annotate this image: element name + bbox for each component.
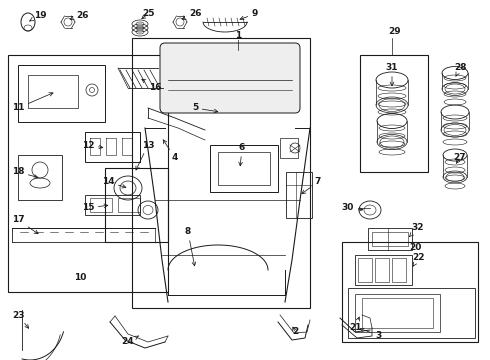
- Text: 13: 13: [136, 140, 154, 170]
- Text: 5: 5: [192, 104, 218, 113]
- Bar: [358, 258, 372, 282]
- FancyBboxPatch shape: [160, 43, 300, 113]
- Bar: [392, 258, 406, 282]
- Bar: [372, 232, 408, 246]
- Text: 3: 3: [360, 328, 381, 339]
- Text: 21: 21: [349, 317, 361, 333]
- Text: 26: 26: [182, 9, 201, 19]
- Bar: [348, 288, 475, 338]
- Text: 1: 1: [235, 31, 241, 40]
- Bar: [360, 55, 428, 172]
- Text: 18: 18: [12, 167, 38, 178]
- Bar: [18, 155, 62, 200]
- Text: 8: 8: [185, 228, 196, 266]
- Bar: [280, 138, 298, 158]
- Text: 19: 19: [29, 10, 47, 21]
- Bar: [8, 55, 168, 292]
- Text: 10: 10: [74, 274, 86, 283]
- Text: 9: 9: [240, 9, 258, 20]
- Text: 6: 6: [239, 144, 245, 166]
- Text: 27: 27: [454, 153, 466, 163]
- Text: 14: 14: [102, 177, 126, 188]
- Bar: [85, 132, 140, 162]
- Bar: [218, 152, 270, 185]
- Text: 12: 12: [82, 140, 103, 149]
- Bar: [132, 38, 310, 308]
- Text: 7: 7: [302, 177, 321, 194]
- Text: 25: 25: [142, 9, 154, 19]
- Bar: [210, 145, 278, 192]
- Text: 11: 11: [12, 93, 53, 112]
- Text: 16: 16: [142, 79, 161, 93]
- Text: 32: 32: [410, 224, 424, 237]
- Text: 15: 15: [82, 203, 108, 212]
- Bar: [355, 294, 440, 332]
- Text: 22: 22: [412, 253, 424, 266]
- Bar: [90, 198, 112, 212]
- Bar: [85, 195, 140, 215]
- Text: 31: 31: [386, 63, 398, 86]
- Bar: [375, 258, 389, 282]
- Text: 2: 2: [292, 327, 298, 337]
- Bar: [362, 298, 433, 328]
- Bar: [18, 65, 105, 122]
- Text: 30: 30: [342, 203, 363, 212]
- Text: 29: 29: [389, 27, 401, 36]
- Text: 26: 26: [70, 10, 88, 20]
- Text: 28: 28: [454, 63, 466, 77]
- Text: 24: 24: [122, 336, 138, 346]
- Text: 17: 17: [12, 216, 38, 234]
- Bar: [342, 242, 478, 342]
- Bar: [355, 255, 412, 285]
- Bar: [368, 228, 412, 250]
- Text: 20: 20: [409, 243, 421, 252]
- Text: 23: 23: [12, 310, 28, 328]
- Bar: [286, 172, 312, 218]
- Bar: [105, 168, 168, 242]
- Bar: [118, 198, 140, 212]
- Text: 4: 4: [163, 140, 178, 162]
- Bar: [28, 75, 78, 108]
